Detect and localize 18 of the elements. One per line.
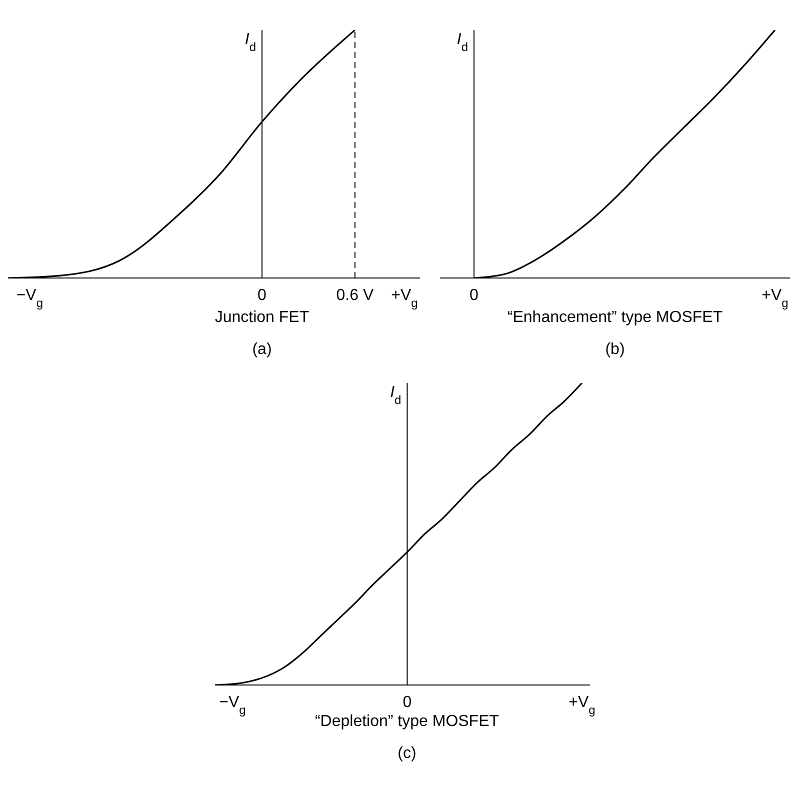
x-tick-label: +V$_{g}$ (568, 694, 596, 717)
x-tick-label: 0.6 V (336, 287, 374, 304)
text: (b) (604, 340, 626, 360)
text: (c) (396, 744, 418, 764)
x-tick-label: +V$_{g}$ (391, 287, 418, 310)
x-tick-label: 0 (470, 287, 479, 304)
text: (a) (251, 340, 273, 360)
x-tick-label: −V$_{g}$ (16, 287, 44, 310)
x-tick-label: 0 (258, 287, 267, 304)
y-axis-title: I$_{d}$ (390, 384, 402, 407)
y-axis-title: I$_{d}$ (456, 31, 468, 54)
y-axis-title: I$_{d}$ (244, 31, 256, 54)
x-tick-label: 0 (402, 694, 412, 711)
x-axis-title: Junction FET (214, 309, 310, 326)
x-axis-title: “Enhancement” type MOSFET (507, 309, 723, 326)
x-axis-title: “Depletion” type MOSFET (314, 713, 500, 730)
x-tick-label: +V$_{g}$ (762, 287, 788, 310)
x-tick-label: −V$_{g}$ (219, 694, 246, 717)
